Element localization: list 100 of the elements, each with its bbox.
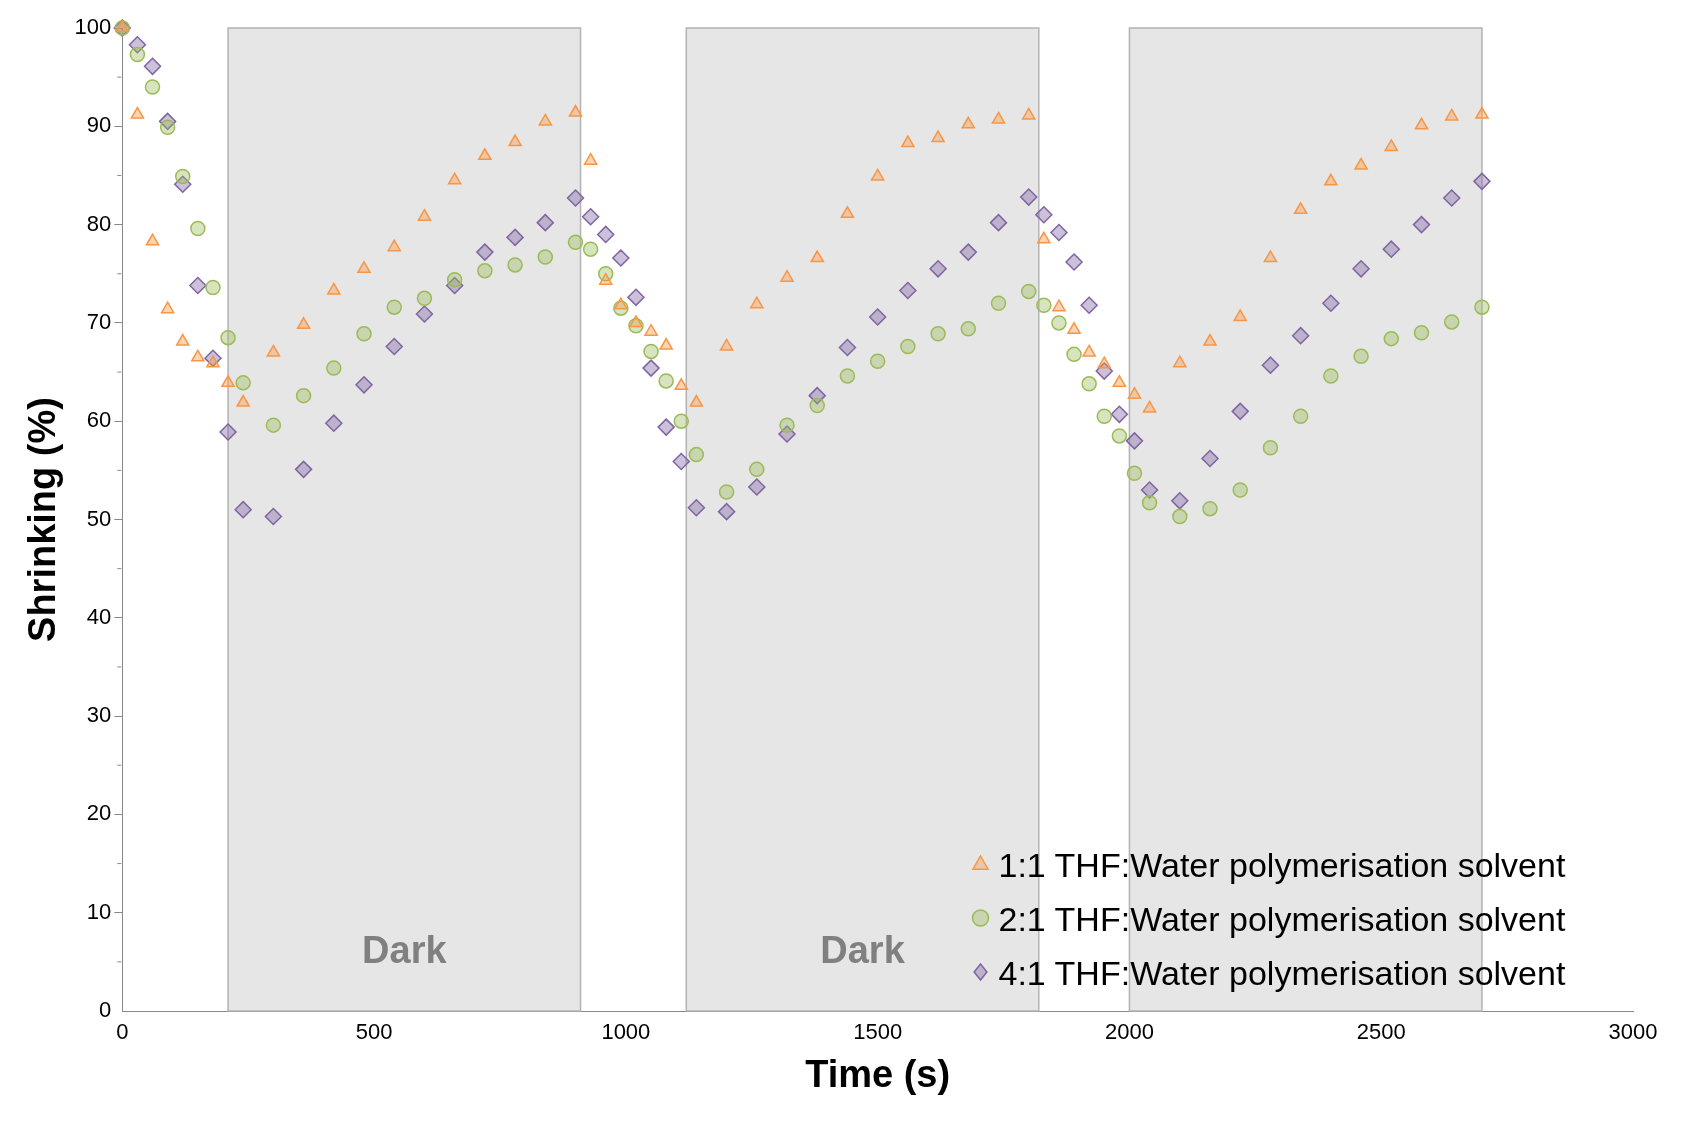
point <box>809 397 825 414</box>
point <box>385 337 403 356</box>
point <box>1322 294 1340 312</box>
point <box>1172 508 1188 525</box>
point <box>1171 492 1189 510</box>
point <box>1052 299 1066 312</box>
point <box>175 333 190 346</box>
point <box>900 338 916 355</box>
point <box>1413 324 1430 341</box>
point <box>1051 315 1067 331</box>
point <box>478 148 492 161</box>
point <box>477 263 493 279</box>
point <box>644 324 658 336</box>
point <box>266 344 281 357</box>
point <box>718 484 735 500</box>
point <box>1201 449 1219 468</box>
point <box>174 168 191 185</box>
point <box>1352 260 1370 278</box>
point <box>1127 386 1142 399</box>
point <box>357 261 371 274</box>
point <box>1172 355 1187 368</box>
point <box>296 317 311 330</box>
point <box>145 233 160 246</box>
y-tick-label: 100 <box>74 14 112 40</box>
point <box>1125 432 1144 450</box>
point <box>717 502 736 521</box>
point <box>614 297 628 310</box>
point <box>143 57 162 76</box>
point <box>159 119 176 136</box>
y-tick-label: 90 <box>86 112 112 138</box>
point <box>1037 231 1051 244</box>
point <box>265 417 282 433</box>
point <box>325 414 343 432</box>
point <box>1233 309 1248 322</box>
point <box>1036 297 1052 313</box>
point <box>264 507 283 526</box>
point <box>1443 314 1460 330</box>
point <box>160 301 175 314</box>
point <box>688 446 705 463</box>
point <box>657 418 675 436</box>
point <box>598 272 613 285</box>
point <box>1291 326 1310 345</box>
point <box>929 260 947 278</box>
point <box>687 498 706 517</box>
point <box>868 308 887 326</box>
point <box>930 325 946 342</box>
point <box>189 276 207 295</box>
point <box>627 288 645 307</box>
point <box>1353 348 1369 365</box>
point <box>839 368 856 384</box>
point <box>780 269 794 282</box>
point <box>326 282 341 295</box>
legend-label: 1:1 THF:Water polymerisation solvent <box>998 846 1566 885</box>
point <box>719 338 734 351</box>
point <box>235 375 251 391</box>
x-tick-label: 1500 <box>853 1019 903 1045</box>
point <box>1442 189 1461 207</box>
point <box>129 46 146 63</box>
point <box>779 417 795 433</box>
point <box>476 243 494 261</box>
point <box>1111 428 1128 444</box>
point <box>1383 330 1400 347</box>
point <box>507 257 523 273</box>
point <box>749 461 765 478</box>
point <box>234 500 252 519</box>
point <box>1384 139 1399 152</box>
point <box>1473 172 1491 191</box>
point <box>1231 402 1249 421</box>
point <box>1035 206 1053 224</box>
y-tick-label: 70 <box>86 308 112 334</box>
point <box>991 111 1006 124</box>
point <box>130 106 145 119</box>
point <box>221 375 235 388</box>
point <box>1097 356 1112 369</box>
point <box>748 478 766 496</box>
x-tick-label: 2500 <box>1356 1019 1406 1045</box>
y-tick-label: 80 <box>86 210 112 236</box>
point <box>447 172 462 185</box>
point <box>870 168 885 181</box>
point <box>749 296 764 309</box>
point <box>566 189 585 207</box>
point <box>220 329 236 346</box>
point <box>205 279 221 296</box>
point <box>386 299 402 315</box>
point <box>1262 439 1279 456</box>
point <box>1020 283 1037 300</box>
point <box>1096 408 1113 425</box>
point <box>1444 108 1459 121</box>
point <box>1263 250 1278 263</box>
point <box>899 281 917 300</box>
point <box>537 249 554 265</box>
point <box>1050 223 1068 242</box>
point <box>901 135 915 148</box>
y-tick-label: 60 <box>86 407 112 433</box>
point <box>689 394 704 407</box>
point <box>417 208 432 221</box>
x-tick-label: 500 <box>355 1019 393 1045</box>
point <box>931 130 945 143</box>
point <box>1293 202 1308 215</box>
x-tick-label: 0 <box>116 1019 129 1045</box>
